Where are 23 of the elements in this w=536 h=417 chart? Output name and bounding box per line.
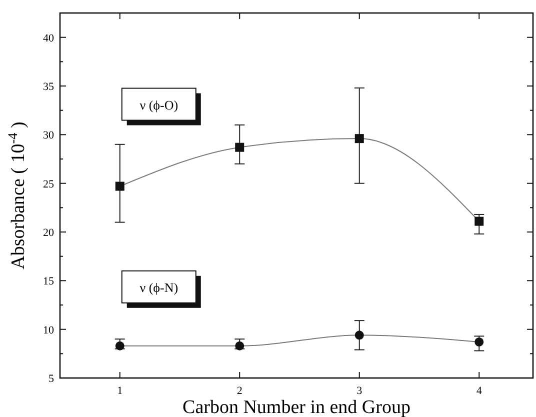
point (354, 134, 364, 144)
x-tick-label: 4 (476, 385, 482, 397)
point (115, 341, 124, 350)
x-tick-label: 2 (236, 385, 242, 397)
point (235, 142, 244, 152)
x-tick-label: 1 (117, 385, 123, 397)
text: ν (ϕ-O) (140, 97, 178, 112)
y-tick-label: 35 (43, 81, 54, 93)
y-tick-label: 5 (48, 373, 54, 385)
point (354, 330, 364, 340)
text: ν (ϕ-N) (140, 280, 178, 295)
y-tick-label: 30 (43, 130, 54, 142)
x-axis-title: Carbon Number in end Group (182, 397, 410, 417)
point (474, 337, 484, 346)
point (474, 216, 484, 226)
y-tick-label: 20 (43, 227, 54, 239)
y-tick-label: 25 (43, 178, 54, 190)
x-tick-label: 3 (356, 385, 363, 397)
point (235, 341, 244, 350)
point (115, 182, 124, 191)
y-tick-label: 10 (43, 324, 54, 336)
y-tick-label: 15 (43, 276, 54, 288)
y-tick-label: 40 (43, 32, 54, 44)
